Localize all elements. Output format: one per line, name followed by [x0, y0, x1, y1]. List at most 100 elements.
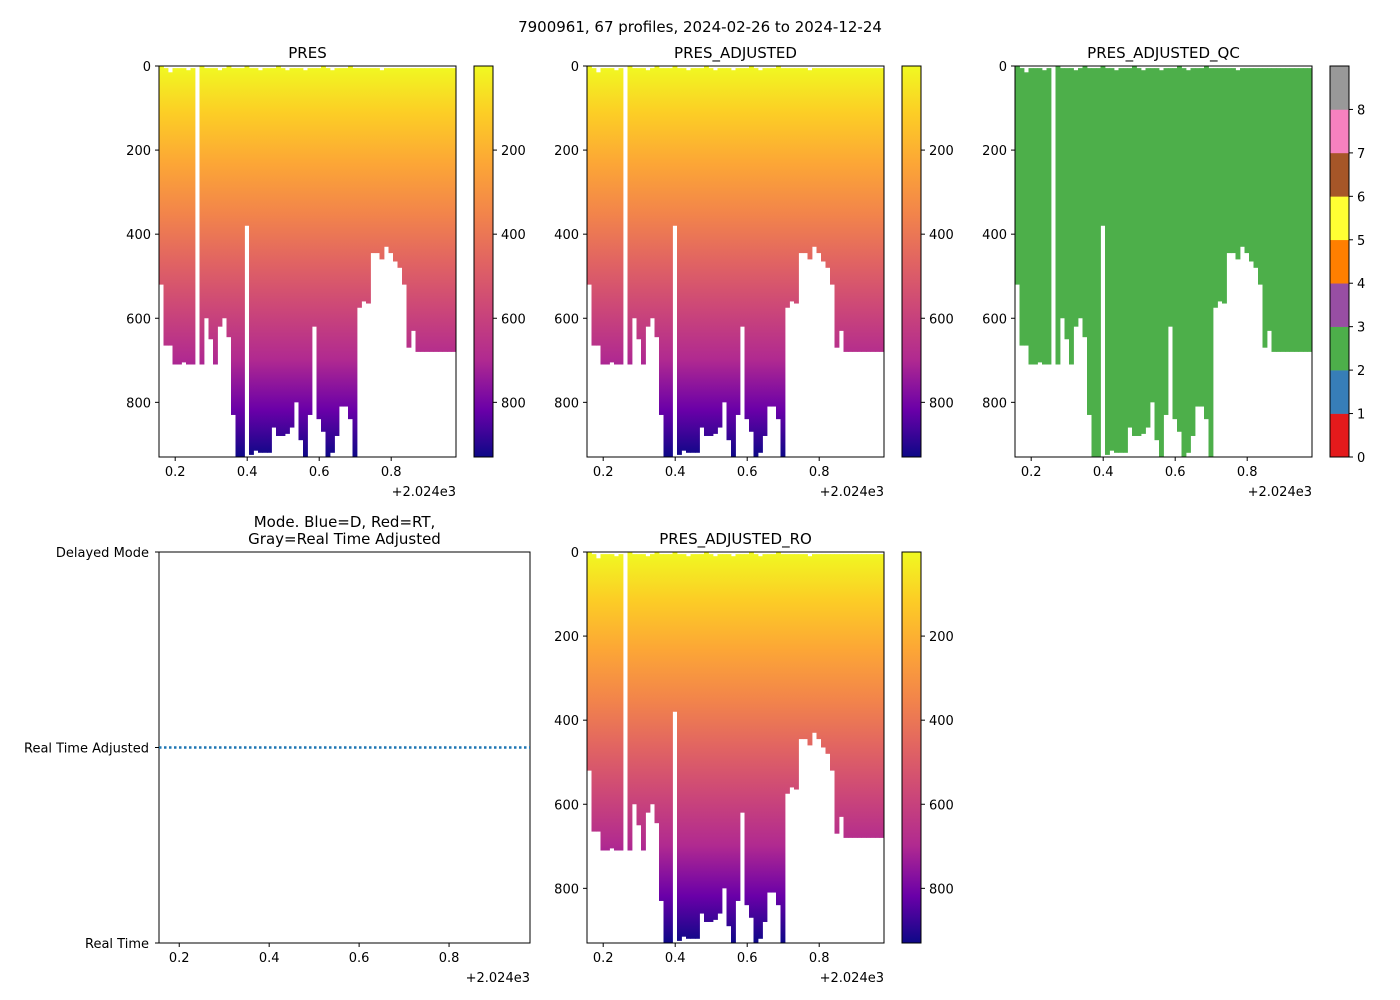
- profile-cells: [159, 66, 456, 457]
- profile-cell: [879, 554, 884, 838]
- profile-cell: [433, 68, 439, 352]
- panel-title: Gray=Real Time Adjusted: [248, 530, 441, 548]
- profile-cell: [713, 556, 718, 920]
- profile-cell: [1204, 66, 1209, 420]
- colorbar-gradient: [901, 551, 922, 944]
- profile-cell: [866, 554, 871, 838]
- profile-cell: [650, 68, 655, 319]
- profile-cell: [1082, 66, 1088, 338]
- profile-cell: [181, 68, 187, 363]
- colorbar-tick-label: 800: [501, 396, 526, 411]
- x-offset-label: +2.024e3: [820, 971, 884, 986]
- profile-cell: [303, 70, 308, 457]
- profile-cell: [1033, 68, 1038, 365]
- colorbar-segment: [1330, 239, 1349, 284]
- colorbar-tick-label: 8: [1357, 103, 1365, 118]
- y-tick-label: 0: [571, 546, 579, 561]
- profile-cell: [379, 70, 385, 260]
- profile-cell: [1258, 68, 1263, 285]
- profile-cell: [825, 554, 831, 754]
- colorbar-tick-label: 6: [1357, 190, 1365, 205]
- profile-cell: [812, 554, 817, 733]
- x-tick-label: 0.2: [593, 951, 614, 966]
- profile-cell: [749, 552, 754, 918]
- profile-cell: [208, 68, 214, 340]
- profile-cell: [1132, 66, 1137, 436]
- profile-cell: [172, 68, 178, 365]
- profile-cell: [758, 70, 763, 453]
- profile-cell: [857, 554, 862, 838]
- profile-cell: [397, 68, 403, 268]
- profile-cell: [361, 68, 367, 302]
- y-tick-label: 200: [554, 144, 579, 159]
- profile-cell: [807, 70, 813, 260]
- profile-cell: [789, 554, 795, 788]
- profile-cell: [424, 68, 430, 352]
- profile-cell: [1231, 68, 1236, 254]
- x-tick-label: 0.6: [737, 951, 758, 966]
- profile-cell: [771, 68, 777, 407]
- profile-cell: [163, 68, 169, 346]
- profile-cell: [605, 68, 610, 365]
- profile-cell: [632, 554, 637, 805]
- profile-cell: [717, 554, 723, 914]
- profile-cell: [1091, 68, 1097, 457]
- profile-cell: [875, 554, 880, 838]
- profile-cell: [1262, 68, 1268, 348]
- colorbar-pres: 200 400 600 800: [473, 65, 526, 458]
- profile-cell: [1307, 68, 1312, 352]
- profile-cell: [1127, 68, 1133, 428]
- profile-cell: [735, 68, 741, 415]
- y-tick-label: 600: [126, 312, 151, 327]
- profile-cell: [794, 68, 799, 304]
- colorbar-tick-label: 5: [1357, 234, 1365, 249]
- profile-cell: [726, 68, 732, 441]
- y-tick-label: 200: [982, 144, 1007, 159]
- profile-cell: [1159, 70, 1164, 457]
- profile-cell: [681, 68, 687, 451]
- profile-cell: [753, 554, 759, 943]
- profile-cell: [222, 68, 227, 319]
- colorbar-segment: [1330, 283, 1349, 327]
- profile-cell: [753, 68, 759, 457]
- profile-cell: [213, 68, 218, 365]
- profile-cell: [686, 556, 691, 939]
- profile-cells: [587, 66, 884, 457]
- profile-cell: [168, 72, 173, 346]
- profile-cell: [884, 554, 889, 838]
- profile-cell: [1181, 68, 1187, 457]
- x-tick-label: 0.2: [593, 465, 614, 480]
- profile-cell: [226, 66, 232, 338]
- colorbar-tick-label: 2: [1357, 364, 1365, 379]
- profile-cell: [749, 66, 754, 432]
- colorbar-segment: [1330, 66, 1349, 110]
- profile-cell: [789, 68, 795, 302]
- profile-cell: [843, 554, 849, 838]
- profile-cell: [677, 554, 682, 941]
- profile-cell: [668, 554, 673, 943]
- profile-cell: [704, 66, 709, 436]
- x-tick-label: 0.2: [169, 951, 190, 966]
- profile-cell: [1136, 68, 1142, 436]
- profile-cell: [798, 68, 804, 254]
- profile-cell: [803, 554, 808, 740]
- profile-cell: [1145, 68, 1151, 428]
- profile-cell: [325, 68, 331, 457]
- profile-cell: [348, 66, 353, 420]
- profile-cell: [321, 66, 326, 432]
- profile-cell: [1172, 68, 1178, 420]
- x-tick-label: 0.4: [1093, 465, 1114, 480]
- profile-cell: [442, 68, 448, 352]
- profile-cell: [627, 66, 633, 365]
- profile-cell: [690, 68, 696, 453]
- profile-cell: [316, 68, 322, 420]
- profile-cell: [1217, 68, 1223, 302]
- y-tick-label: 800: [554, 396, 579, 411]
- profile-cell: [632, 68, 637, 319]
- y-tick-label: 400: [554, 714, 579, 729]
- profile-cell: [650, 554, 655, 805]
- panel-title: PRES_ADJUSTED_RO: [659, 530, 812, 549]
- profile-cell: [334, 68, 340, 436]
- profile-cell: [240, 68, 245, 457]
- profile-cell: [276, 66, 281, 436]
